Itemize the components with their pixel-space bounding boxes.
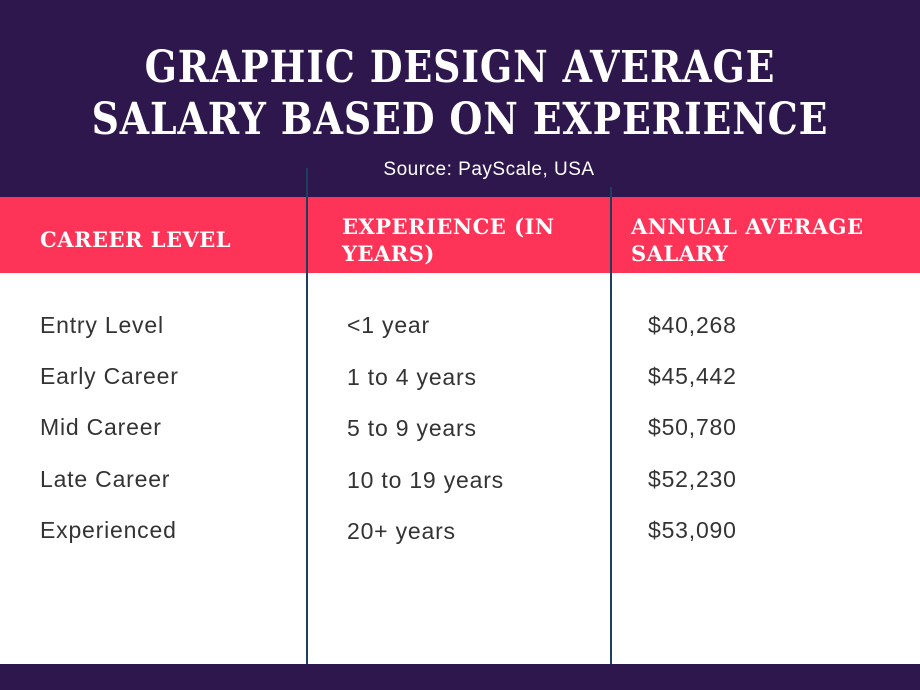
column-header-experience: EXPERIENCE (IN YEARS): [342, 214, 555, 266]
cell-level: Late Career: [40, 466, 171, 492]
cell-experience: 1 to 4 years: [347, 364, 477, 390]
source-caption: Source: PayScale, USA: [383, 159, 595, 180]
column-header-career-level: CAREER LEVEL: [40, 227, 232, 252]
cell-salary: $40,268: [648, 312, 737, 338]
column-divider: [306, 168, 308, 664]
cell-salary: $50,780: [648, 414, 737, 440]
cell-experience: 10 to 19 years: [347, 467, 504, 493]
cell-salary: $53,090: [648, 517, 737, 543]
cell-level: Early Career: [40, 363, 179, 389]
title-line-1: GRAPHIC DESIGN AVERAGE: [144, 42, 776, 93]
cell-level: Mid Career: [40, 414, 162, 440]
cell-experience: 5 to 9 years: [347, 415, 477, 441]
table-header-band: [0, 197, 920, 273]
column-header-salary: ANNUAL AVERAGE SALARY: [631, 214, 864, 266]
page-title: GRAPHIC DESIGN AVERAGE SALARY BASED ON E…: [64, 42, 855, 146]
title-banner: [0, 0, 920, 197]
cell-experience: <1 year: [347, 312, 430, 338]
footer-band: [0, 664, 920, 690]
cell-salary: $45,442: [648, 363, 737, 389]
title-line-2: SALARY BASED ON EXPERIENCE: [91, 94, 829, 145]
cell-salary: $52,230: [648, 466, 737, 492]
cell-level: Experienced: [40, 517, 177, 543]
cell-experience: 20+ years: [347, 518, 456, 544]
column-divider: [610, 187, 612, 664]
cell-level: Entry Level: [40, 312, 164, 338]
